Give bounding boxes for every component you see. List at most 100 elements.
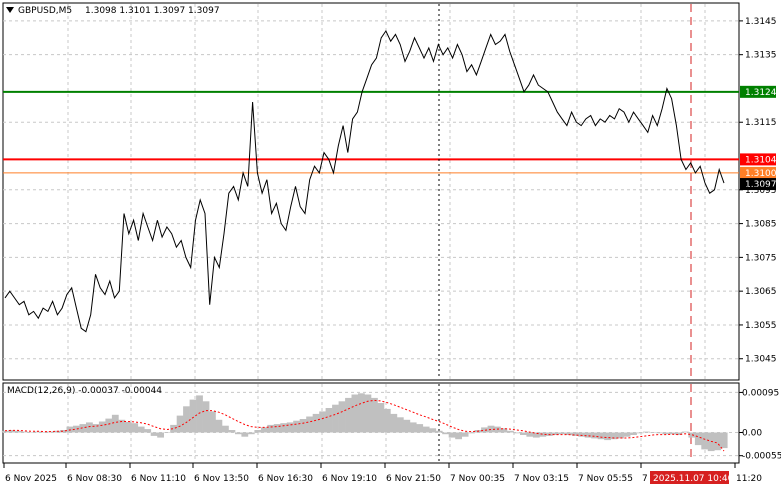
macd-bar bbox=[481, 427, 488, 433]
macd-bar bbox=[73, 425, 80, 433]
macd-bar bbox=[487, 425, 495, 433]
macd-bar bbox=[435, 430, 443, 433]
macd-bar bbox=[610, 432, 618, 440]
y-tick-label: 1.3095 bbox=[745, 186, 777, 196]
macd-bar bbox=[714, 432, 722, 451]
price-line bbox=[4, 30, 725, 333]
macd-bar bbox=[241, 432, 249, 437]
symbol-label: GBPUSD,M5 bbox=[18, 6, 72, 16]
macd-bar bbox=[409, 422, 417, 433]
x-tick-label: 6 Nov 19:10 bbox=[322, 474, 377, 484]
macd-bar bbox=[124, 421, 132, 433]
y-tick-label: 1.3075 bbox=[745, 253, 777, 263]
x-tick-label: 6 Nov 11:10 bbox=[131, 474, 186, 484]
price-panel bbox=[2, 2, 740, 381]
price-tag-label: 1.3104 bbox=[745, 155, 777, 165]
macd-bar bbox=[27, 432, 35, 433]
macd-signal-line bbox=[4, 399, 725, 452]
macd-bar bbox=[571, 432, 579, 436]
macd-bar bbox=[98, 421, 106, 433]
x-tick-label: 7 Nov 05:55 bbox=[578, 474, 633, 484]
macd-bar bbox=[500, 428, 508, 433]
macd-bar bbox=[111, 414, 119, 433]
macd-bar bbox=[79, 424, 87, 433]
macd-bar bbox=[507, 430, 514, 433]
macd-bar bbox=[520, 432, 527, 435]
macd-bar bbox=[189, 399, 197, 433]
macd-bar bbox=[222, 425, 229, 433]
x-tick-label: 6 Nov 08:30 bbox=[67, 474, 122, 484]
macd-bar bbox=[656, 432, 663, 434]
y-tick-label: 1.3055 bbox=[745, 321, 777, 331]
macd-bar bbox=[604, 432, 611, 441]
macd-bar bbox=[228, 430, 236, 433]
macd-bar bbox=[617, 432, 624, 439]
y-tick-label: 1.3085 bbox=[745, 220, 777, 230]
macd-bar bbox=[14, 430, 22, 433]
macd-bar bbox=[688, 432, 696, 438]
macd-bar bbox=[131, 423, 139, 433]
macd-bar bbox=[390, 413, 398, 433]
macd-bar bbox=[21, 431, 28, 433]
macd-bar bbox=[584, 432, 592, 438]
macd-bar bbox=[422, 426, 430, 433]
macd-bar bbox=[591, 432, 598, 439]
x-tick-label: 11:20 bbox=[736, 474, 762, 484]
x-tick-label: 6 Nov 16:30 bbox=[258, 474, 313, 484]
macd-bar bbox=[662, 432, 670, 435]
y-tick-label: 1.3135 bbox=[745, 51, 777, 61]
macd-bar bbox=[552, 432, 560, 435]
macd-bar bbox=[468, 432, 475, 434]
macd-bar bbox=[448, 432, 456, 438]
dropdown-triangle-icon[interactable] bbox=[6, 7, 14, 13]
macd-bar bbox=[34, 431, 41, 433]
macd-bar bbox=[720, 432, 728, 449]
macd-bar bbox=[351, 394, 359, 433]
price-tag-1.3124 bbox=[740, 85, 776, 98]
macd-bar bbox=[681, 431, 689, 433]
macd-bar bbox=[235, 432, 242, 435]
macd-y-tick-label: -0.00055 bbox=[742, 452, 781, 462]
y-tick-label: 1.3045 bbox=[745, 355, 777, 365]
macd-bar bbox=[209, 411, 216, 433]
macd-bar bbox=[137, 426, 145, 433]
macd-bar bbox=[144, 429, 152, 433]
macd-bar bbox=[377, 403, 385, 433]
macd-bar bbox=[526, 432, 534, 437]
macd-bar bbox=[565, 432, 573, 435]
macd-bar bbox=[455, 432, 462, 440]
macd-bar bbox=[383, 408, 391, 433]
macd-bar bbox=[513, 432, 521, 434]
macd-bar bbox=[170, 424, 177, 433]
current-price-label: 1.3097 bbox=[745, 180, 777, 190]
x-tick-label: 6 Nov 2025 bbox=[5, 474, 57, 484]
macd-bar bbox=[92, 424, 100, 433]
ohlc-values: 1.3098 1.3101 1.3097 1.3097 bbox=[85, 6, 220, 16]
macd-bar bbox=[293, 420, 300, 433]
macd-bar bbox=[649, 432, 657, 433]
macd-bar bbox=[532, 432, 540, 438]
macd-bar bbox=[8, 430, 15, 433]
macd-bar bbox=[273, 424, 281, 433]
current-price-tag bbox=[740, 178, 776, 191]
macd-y-tick-label: 0.00 bbox=[742, 428, 762, 438]
macd-bar bbox=[267, 424, 275, 433]
y-tick-label: 1.3115 bbox=[745, 118, 777, 128]
macd-bar bbox=[358, 393, 365, 433]
time-marker-label: 2025.11.07 10:40 bbox=[653, 474, 734, 484]
macd-bar bbox=[157, 432, 164, 438]
macd-bar bbox=[319, 411, 326, 433]
macd-bar bbox=[1, 430, 9, 433]
macd-bar bbox=[176, 415, 184, 433]
macd-y-tick-label: 0.00095 bbox=[742, 388, 779, 398]
macd-bar bbox=[254, 430, 262, 433]
macd-bar bbox=[630, 432, 637, 435]
price-tag-label: 1.3100 bbox=[745, 169, 777, 179]
macd-bar bbox=[429, 428, 437, 433]
y-tick-label: 1.3065 bbox=[745, 287, 777, 297]
x-tick-label: 6 Nov 13:50 bbox=[194, 474, 249, 484]
macd-bar bbox=[597, 432, 605, 440]
macd-bar bbox=[163, 432, 171, 433]
x-tick-label: 6 Nov 21:50 bbox=[386, 474, 441, 484]
